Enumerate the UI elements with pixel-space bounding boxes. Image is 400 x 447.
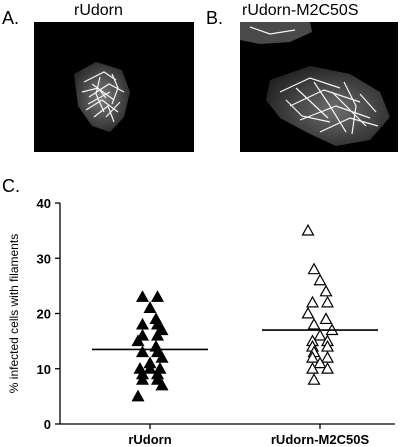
point-rudorn-m2c50s: [313, 356, 327, 369]
point-rudorn: [155, 350, 169, 363]
point-rudorn-m2c50s: [313, 328, 327, 341]
filaments-b: [249, 26, 379, 135]
panel-b-letter: B.: [206, 8, 224, 28]
micrograph-rudorn: [34, 22, 194, 152]
y-tick-label: 10: [37, 362, 51, 377]
category-label-rudorn: rUdorn: [128, 432, 171, 447]
panel-a-letter: A.: [2, 8, 20, 28]
point-rudorn-m2c50s: [307, 317, 321, 330]
panel-a-title: rUdorn: [74, 2, 123, 19]
panel-c-letter: C.: [2, 176, 20, 196]
micrograph-rudorn-image: [74, 62, 130, 132]
panel-b-title: rUdorn-M2C50S: [242, 2, 359, 19]
point-rudorn-m2c50s: [307, 262, 321, 275]
category-label-rudorn-m2c50s: rUdorn-M2C50S: [271, 432, 370, 447]
point-rudorn: [135, 290, 150, 302]
micrograph-rudorn-m2c50s-image: [240, 22, 390, 146]
y-tick-label: 20: [37, 307, 51, 322]
point-rudorn: [131, 389, 145, 402]
point-rudorn: [143, 362, 157, 374]
point-rudorn-m2c50s: [305, 295, 320, 308]
point-rudorn: [135, 345, 150, 358]
filaments-a: [81, 71, 125, 123]
scatter-chart: 0 10 20 30 40 rUdorn rUdorn-M2C50S % infected…: [7, 196, 395, 447]
data-points: [131, 223, 339, 402]
point-rudorn-m2c50s: [305, 362, 320, 374]
cell-body-b: [266, 66, 390, 146]
point-rudorn: [150, 290, 165, 302]
y-tick-label: 40: [37, 196, 51, 211]
point-rudorn: [150, 328, 165, 341]
point-rudorn: [150, 345, 165, 358]
point-rudorn: [155, 378, 169, 391]
y-tick-label: 30: [37, 251, 51, 266]
mean-lines: [92, 329, 378, 351]
point-rudorn: [155, 323, 169, 336]
point-rudorn-m2c50s: [319, 312, 333, 325]
point-rudorn: [150, 373, 165, 385]
point-rudorn: [135, 317, 150, 330]
y-ticks: 0 10 20 30 40: [37, 196, 321, 432]
point-rudorn: [135, 373, 150, 385]
y-tick-label: 0: [44, 417, 51, 432]
point-rudorn-m2c50s: [307, 373, 321, 385]
y-axis-title: % infected cells with filaments: [7, 234, 21, 393]
point-rudorn-m2c50s: [301, 306, 315, 319]
micrograph-rudorn-m2c50s: [240, 22, 398, 152]
point-rudorn-m2c50s: [320, 362, 335, 374]
point-rudorn-m2c50s: [301, 223, 315, 236]
point-rudorn-m2c50s: [320, 295, 335, 308]
point-rudorn-m2c50s: [313, 273, 327, 286]
point-rudorn-m2c50s: [319, 284, 333, 297]
point-rudorn-m2c50s: [320, 350, 335, 363]
point-rudorn: [143, 301, 157, 313]
chart-axes: [59, 203, 395, 425]
point-rudorn: [135, 328, 150, 341]
point-rudorn: [131, 334, 145, 347]
category-labels: rUdorn rUdorn-M2C50S: [128, 432, 369, 447]
